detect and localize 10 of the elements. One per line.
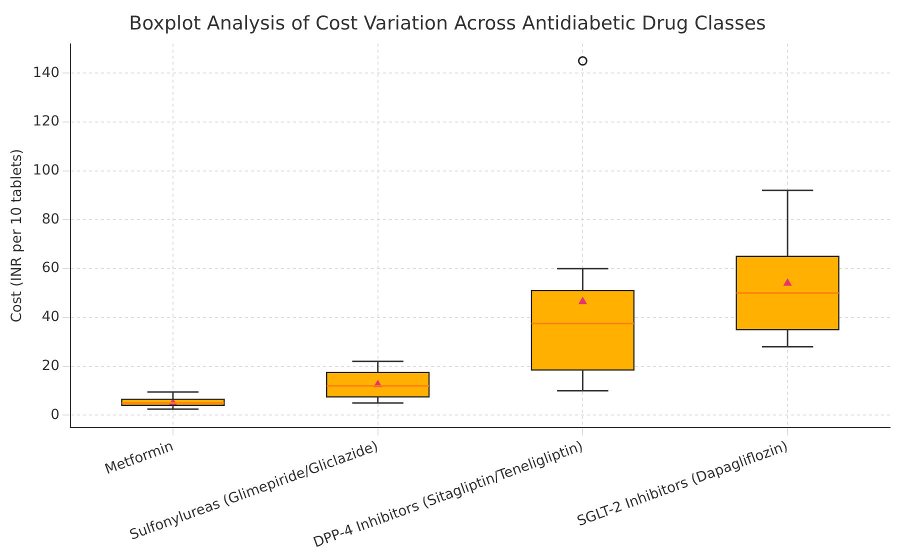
y-tick-label: 140 [32, 64, 60, 81]
chart-title: Boxplot Analysis of Cost Variation Across Antidiabetic Drug Classes [129, 12, 766, 34]
y-tick-label: 80 [42, 211, 60, 228]
y-tick-label: 0 [50, 406, 60, 423]
y-axis-title: Cost (INR per 10 tablets) [9, 148, 26, 322]
y-tick-label: 60 [42, 260, 60, 276]
y-tick-label: 100 [32, 162, 60, 178]
y-tick-label: 40 [42, 309, 60, 326]
y-tick-label: 20 [42, 358, 60, 374]
y-tick-label: 120 [32, 114, 60, 130]
